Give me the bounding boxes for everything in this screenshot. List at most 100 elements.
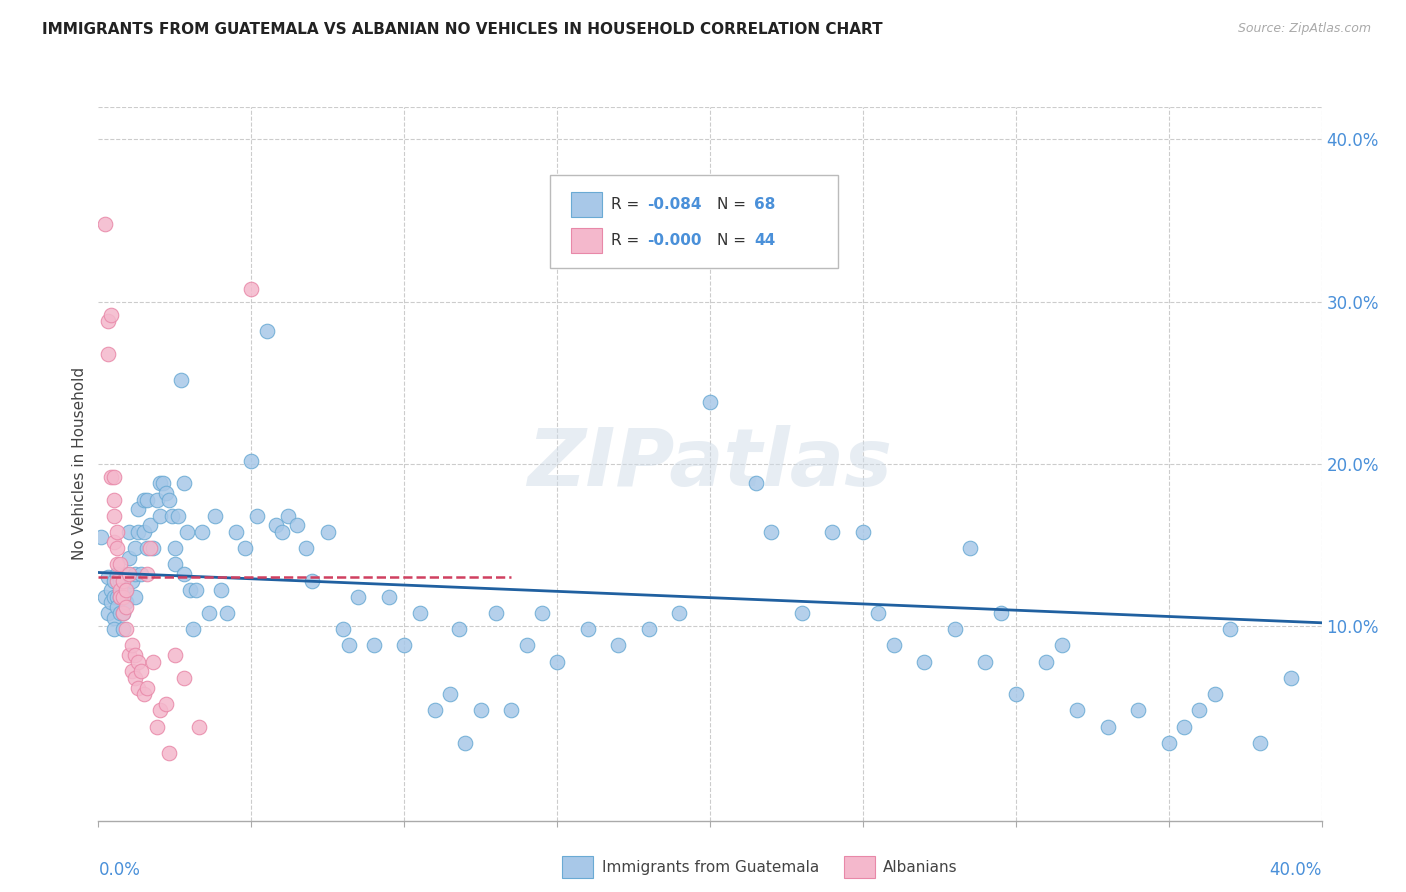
Point [124,567,146,582]
Point [121,639,143,653]
Point [111,606,134,620]
Point [204,508,226,523]
Point [142,655,165,669]
Point [103,534,125,549]
Text: Source: ZipAtlas.com: Source: ZipAtlas.com [1237,22,1371,36]
Point [118,567,141,582]
Point [111,574,134,588]
Point [790,606,813,620]
Point [943,622,966,636]
Point [454,736,477,750]
Point [1219,622,1241,636]
Point [449,622,471,636]
Point [1173,720,1195,734]
Point [100,470,122,484]
Point [103,508,125,523]
Point [105,524,128,539]
Point [501,703,523,717]
Point [337,639,360,653]
Point [129,567,152,582]
Text: 68: 68 [754,197,775,211]
Point [100,595,122,609]
Point [129,665,152,679]
Point [108,590,131,604]
Point [1050,639,1073,653]
Text: 44: 44 [754,234,775,248]
Point [134,524,156,539]
Point [105,599,128,614]
Point [546,655,568,669]
Text: N =: N = [717,234,751,248]
Point [1279,671,1302,685]
Point [111,622,134,636]
Point [105,574,128,588]
Point [668,606,690,620]
Point [264,518,287,533]
Point [93,217,115,231]
Point [1097,720,1119,734]
Point [240,282,263,296]
Point [1004,687,1026,701]
Point [105,590,128,604]
Point [301,574,323,588]
Point [225,524,247,539]
Point [118,648,141,663]
Point [347,590,370,604]
Point [155,486,177,500]
Point [270,524,292,539]
Point [136,567,159,582]
Text: Albanians: Albanians [883,860,957,874]
Point [1249,736,1271,750]
Point [821,524,844,539]
Point [197,606,219,620]
Point [188,720,211,734]
Point [108,558,131,572]
Point [277,508,299,523]
Point [699,395,721,409]
Point [97,314,120,328]
Point [136,492,159,507]
Text: IMMIGRANTS FROM GUATEMALA VS ALBANIAN NO VEHICLES IN HOUSEHOLD CORRELATION CHART: IMMIGRANTS FROM GUATEMALA VS ALBANIAN NO… [42,22,883,37]
Point [139,541,162,556]
Point [1188,703,1211,717]
Point [124,648,146,663]
Point [152,476,174,491]
Point [170,372,193,386]
Point [607,639,630,653]
Point [145,492,167,507]
Point [1204,687,1226,701]
Point [111,606,134,620]
Point [149,508,172,523]
Point [121,574,143,588]
Point [439,687,461,701]
Point [115,583,138,598]
Point [363,639,385,653]
Point [124,671,146,685]
Point [516,639,538,653]
Point [142,541,165,556]
Point [136,541,159,556]
Point [149,703,172,717]
Text: -0.000: -0.000 [647,234,702,248]
Point [332,622,354,636]
Point [209,583,232,598]
Point [97,346,120,360]
Point [485,606,508,620]
Point [167,508,190,523]
Point [145,720,167,734]
Text: N =: N = [717,197,751,211]
Point [127,502,149,516]
Point [576,622,599,636]
Point [215,606,238,620]
Point [111,583,134,598]
Text: ZIPatlas: ZIPatlas [527,425,893,503]
Point [186,583,208,598]
Point [105,567,128,582]
Point [759,524,782,539]
Point [233,541,256,556]
Point [1035,655,1057,669]
Point [97,570,120,584]
Point [745,476,768,491]
Point [852,524,875,539]
Point [173,476,195,491]
